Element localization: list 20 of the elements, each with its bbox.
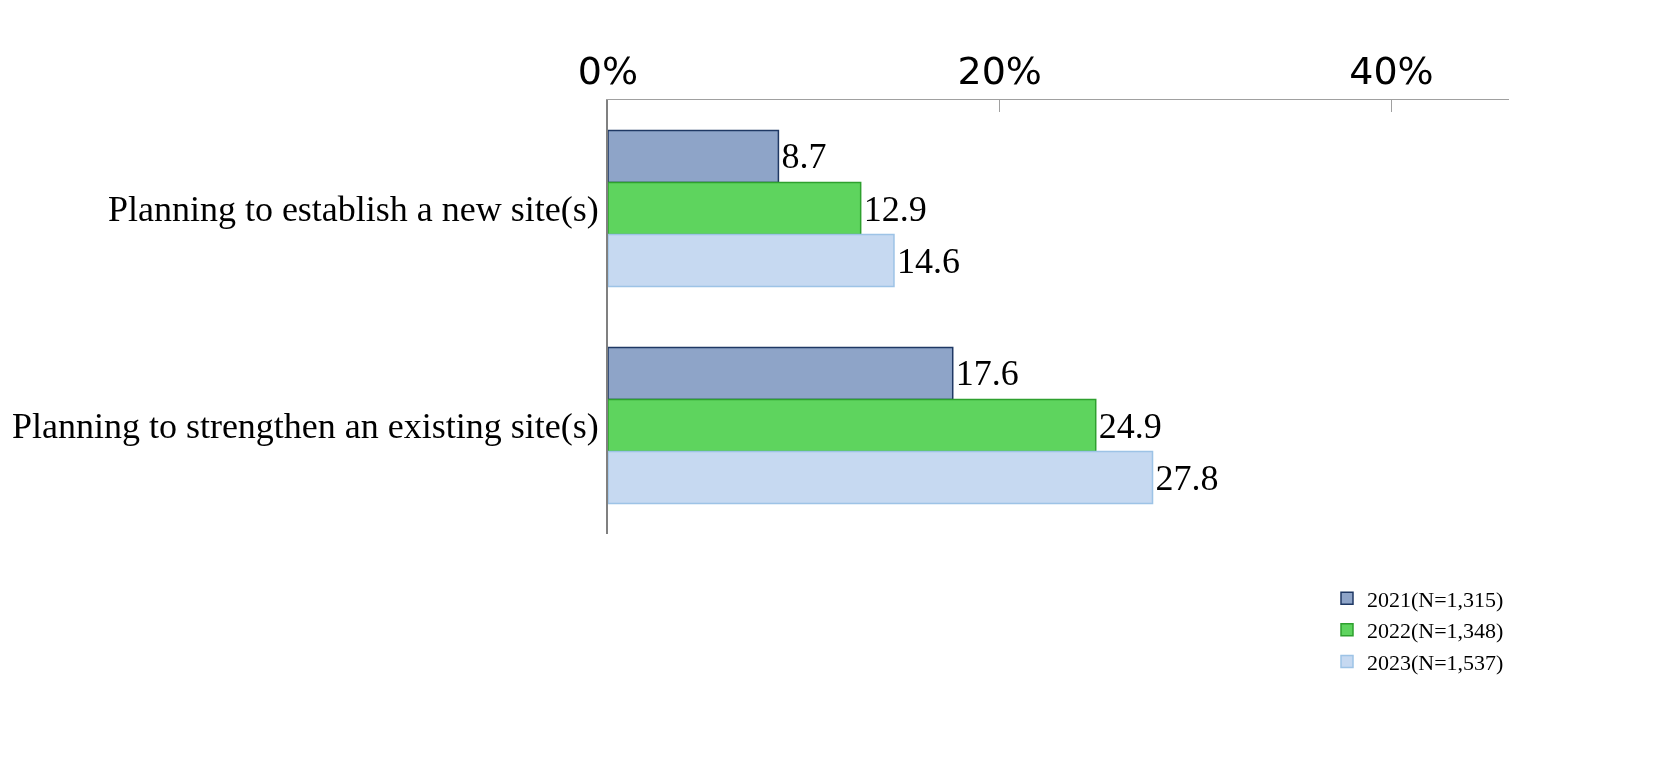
data-label: 8.7	[781, 136, 827, 177]
data-label: 17.6	[955, 353, 1019, 394]
data-label: 24.9	[1098, 405, 1162, 446]
y-tick-label: Planning to strengthen an existing site(s)	[11, 406, 599, 447]
y-tick-label: Planning to establish a new site(s)	[107, 189, 599, 230]
data-label: 12.9	[863, 188, 927, 229]
x-tick-label: 20%	[957, 48, 1042, 93]
legend-label: 2023(N=1,537)	[1367, 649, 1504, 675]
bar	[608, 129, 780, 184]
bar	[608, 346, 954, 401]
x-tick-label: 40%	[1349, 48, 1434, 93]
data-label: 14.6	[896, 240, 960, 281]
data-label: 27.8	[1155, 457, 1219, 498]
bar	[608, 398, 1097, 453]
bar	[608, 450, 1154, 505]
x-tick-label: 0%	[577, 48, 639, 93]
bar	[608, 233, 895, 288]
legend-label: 2021(N=1,315)	[1367, 586, 1504, 612]
legend-label: 2022(N=1,348)	[1367, 618, 1504, 644]
bar	[608, 181, 862, 236]
